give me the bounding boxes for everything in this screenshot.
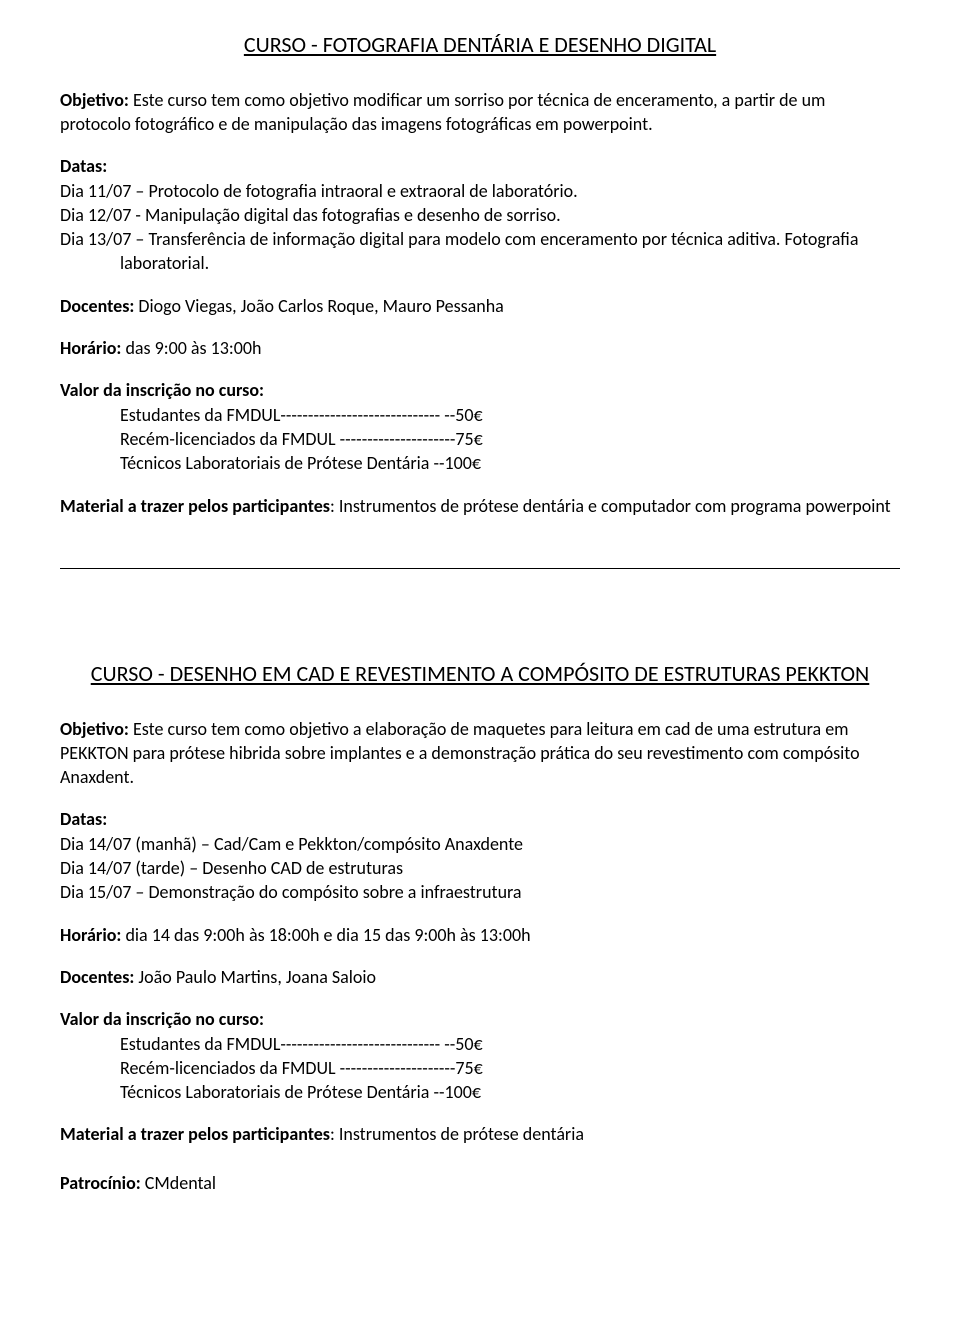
course2-prices: Valor da inscrição no curso: Estudantes …	[60, 1007, 900, 1104]
course1-prices: Valor da inscrição no curso: Estudantes …	[60, 378, 900, 475]
course1-teachers: Docentes: Diogo Viegas, João Carlos Roqu…	[60, 294, 900, 318]
course1-dates: Datas: Dia 11/07 – Protocolo de fotograf…	[60, 154, 900, 275]
material-text: : Instrumentos de prótese dentária e com…	[330, 495, 891, 517]
course1-schedule: Horário: das 9:00 às 13:00h	[60, 336, 900, 360]
course2-date-1: Dia 14/07 (manhã) – Cad/Cam e Pekkton/co…	[60, 832, 900, 856]
objective-text: Este curso tem como objetivo modificar u…	[60, 89, 825, 135]
course2-objective: Objetivo: Este curso tem como objetivo a…	[60, 717, 900, 790]
material-label: Material a trazer pelos participantes	[60, 1123, 330, 1145]
material-text: : Instrumentos de prótese dentária	[330, 1123, 584, 1145]
course1-price-3: Técnicos Laboratoriais de Prótese Dentár…	[120, 451, 900, 475]
schedule-text: das 9:00 às 13:00h	[121, 337, 261, 359]
document-page: CURSO - FOTOGRAFIA DENTÁRIA E DESENHO DI…	[0, 0, 960, 1273]
course1-title: CURSO - FOTOGRAFIA DENTÁRIA E DESENHO DI…	[60, 30, 900, 60]
section-divider	[60, 568, 900, 569]
course2-price-2: Recém-licenciados da FMDUL -------------…	[120, 1056, 900, 1080]
objective-text: Este curso tem como objetivo a elaboraçã…	[60, 718, 860, 789]
course2-title: CURSO - DESENHO EM CAD E REVESTIMENTO A …	[60, 659, 900, 689]
course1-price-1: Estudantes da FMDUL---------------------…	[120, 403, 900, 427]
material-label: Material a trazer pelos participantes	[60, 495, 330, 517]
course2-dates: Datas: Dia 14/07 (manhã) – Cad/Cam e Pek…	[60, 807, 900, 904]
course1-date-3a: Dia 13/07 – Transferência de informação …	[60, 227, 900, 251]
course2-price-1: Estudantes da FMDUL---------------------…	[120, 1032, 900, 1056]
course1-date-3b: laboratorial.	[60, 251, 900, 275]
price-label: Valor da inscrição no curso:	[60, 378, 900, 402]
objective-label: Objetivo:	[60, 89, 129, 111]
course2-material: Material a trazer pelos participantes: I…	[60, 1122, 900, 1146]
teachers-label: Docentes:	[60, 966, 134, 988]
course1-date-1: Dia 11/07 – Protocolo de fotografia intr…	[60, 179, 900, 203]
dates-label: Datas:	[60, 807, 900, 831]
dates-label: Datas:	[60, 154, 900, 178]
course1-material: Material a trazer pelos participantes: I…	[60, 494, 900, 518]
price-label: Valor da inscrição no curso:	[60, 1007, 900, 1031]
objective-label: Objetivo:	[60, 718, 129, 740]
course2-date-3: Dia 15/07 – Demonstração do compósito so…	[60, 880, 900, 904]
sponsor-text: CMdental	[141, 1172, 216, 1194]
schedule-label: Horário:	[60, 337, 121, 359]
course2-teachers: Docentes: João Paulo Martins, Joana Salo…	[60, 965, 900, 989]
schedule-label: Horário:	[60, 924, 121, 946]
course1-objective: Objetivo: Este curso tem como objetivo m…	[60, 88, 900, 137]
teachers-text: João Paulo Martins, Joana Saloio	[134, 966, 376, 988]
schedule-text: dia 14 das 9:00h às 18:00h e dia 15 das …	[121, 924, 530, 946]
course2-sponsor: Patrocínio: CMdental	[60, 1171, 900, 1195]
course2-schedule: Horário: dia 14 das 9:00h às 18:00h e di…	[60, 923, 900, 947]
course2-price-3: Técnicos Laboratoriais de Prótese Dentár…	[120, 1080, 900, 1104]
teachers-text: Diogo Viegas, João Carlos Roque, Mauro P…	[134, 295, 503, 317]
course2-date-2: Dia 14/07 (tarde) – Desenho CAD de estru…	[60, 856, 900, 880]
course1-price-2: Recém-licenciados da FMDUL -------------…	[120, 427, 900, 451]
teachers-label: Docentes:	[60, 295, 134, 317]
sponsor-label: Patrocínio:	[60, 1172, 141, 1194]
course1-date-2: Dia 12/07 - Manipulação digital das foto…	[60, 203, 900, 227]
